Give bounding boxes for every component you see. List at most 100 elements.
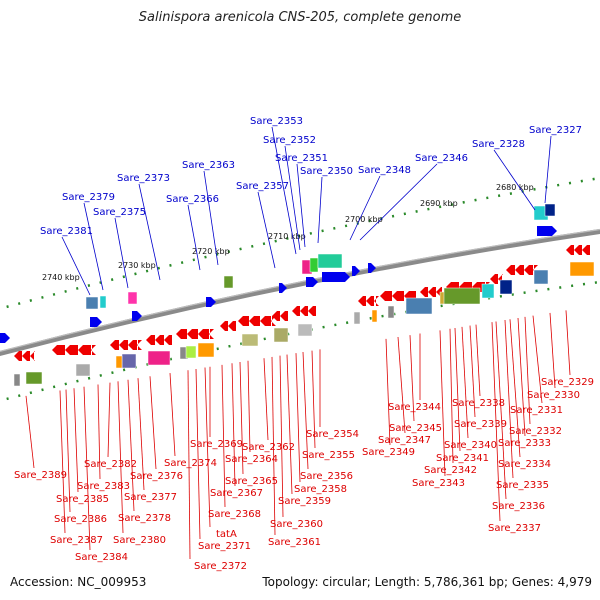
lower-label-leader — [149, 376, 157, 470]
feature-block — [297, 323, 313, 337]
lower-gene-label: Sare_2371 — [198, 541, 251, 552]
feature-block — [197, 342, 215, 358]
reverse-gene-arrow — [292, 306, 300, 316]
reverse-gene-arrow — [380, 291, 392, 301]
lower-label-leader — [25, 395, 35, 469]
lower-label-leader — [397, 336, 406, 434]
feature-block — [569, 261, 595, 277]
lower-gene-label: Sare_2331 — [510, 405, 563, 416]
reverse-gene-arrow — [420, 287, 428, 297]
upper-gene-label: Sare_2373 — [117, 173, 170, 184]
lower-gene-label: Sare_2335 — [496, 480, 549, 491]
lower-label-leader — [239, 361, 244, 475]
lower-label-leaders — [25, 310, 571, 560]
upper-gene-label: Sare_2375 — [93, 207, 146, 218]
feature-block — [75, 363, 91, 377]
reverse-gene-arrow — [110, 340, 119, 350]
lower-label-leader — [475, 324, 481, 397]
feature-block — [25, 371, 43, 385]
upper-label-leader — [284, 145, 301, 251]
lower-label-leader — [449, 328, 454, 464]
reverse-gene-arrow — [30, 351, 35, 361]
reverse-gene-arrow — [238, 316, 249, 326]
reverse-gene-arrow — [280, 311, 288, 321]
feature-block — [223, 275, 234, 289]
lower-gene-label: Sare_2344 — [388, 402, 441, 413]
lower-gene-label: Sare_2342 — [424, 465, 477, 476]
feature-block — [115, 355, 123, 369]
lower-gene-label: Sare_2383 — [77, 481, 130, 492]
forward-gene-arrow — [352, 266, 360, 276]
feature-block — [317, 253, 343, 269]
lower-gene-label: Sare_2367 — [210, 488, 263, 499]
upper-gene-label: Sare_2328 — [472, 139, 525, 150]
reverse-gene-arrow — [366, 296, 374, 306]
feature-block — [127, 291, 138, 305]
upper-gene-label: Sare_2327 — [529, 125, 582, 136]
scale-label: 2690 kbp — [420, 199, 458, 208]
reverse-gene-arrow — [14, 351, 22, 361]
forward-tick-track — [0, 176, 600, 310]
upper-label-leader — [61, 236, 91, 296]
feature-block — [85, 296, 99, 310]
reverse-gene-arrow — [164, 335, 172, 345]
forward-gene-arrow — [537, 226, 557, 236]
scale-label: 2700 kbp — [345, 215, 383, 224]
upper-label-leaders — [61, 126, 552, 296]
upper-label-leader — [83, 202, 104, 291]
lower-label-leader — [495, 321, 507, 500]
forward-gene-arrow — [322, 272, 350, 282]
accession-text: Accession: NC_009953 — [10, 575, 147, 589]
lower-gene-label: Sare_2377 — [124, 492, 177, 503]
lower-gene-label: Sare_2361 — [268, 537, 321, 548]
lower-label-leader — [195, 368, 201, 540]
reverse-gene-arrow — [119, 340, 128, 350]
lower-label-leader — [461, 326, 469, 439]
feature-block — [309, 257, 319, 273]
lower-label-leader — [231, 363, 236, 487]
reverse-gene-arrow — [146, 335, 155, 345]
lower-label-leader — [204, 367, 211, 528]
lower-label-leader — [509, 319, 521, 458]
lower-gene-label: Sare_2332 — [509, 426, 562, 437]
lower-label-leader — [65, 389, 71, 513]
map-title: Salinispora arenicola CNS-205, complete … — [138, 10, 462, 25]
feature-blocks — [13, 203, 595, 387]
lower-label-leader — [532, 315, 543, 404]
lower-gene-label: Sare_2341 — [436, 453, 489, 464]
reverse-gene-arrow — [137, 340, 142, 350]
upper-label-leader — [544, 135, 552, 204]
reverse-gene-arrow — [91, 345, 96, 355]
reverse-gene-arrow — [198, 329, 209, 339]
forward-gene-arrow — [206, 297, 216, 307]
lower-label-leader — [565, 310, 571, 376]
reverse-gene-arrow — [271, 316, 276, 326]
lower-gene-label: Sare_2360 — [270, 519, 323, 530]
lower-label-leader — [97, 384, 101, 480]
lower-gene-label: Sare_2330 — [527, 390, 580, 401]
reverse-gene-arrow — [155, 335, 164, 345]
reverse-gene-arrow — [582, 245, 590, 255]
upper-label-leader — [138, 183, 161, 281]
reverse-gene-arrow — [374, 296, 379, 306]
lower-gene-label: Sare_2343 — [412, 478, 465, 489]
feature-block — [533, 269, 549, 285]
lower-gene-label: Sare_2384 — [75, 552, 128, 563]
lower-label-leader — [311, 350, 316, 449]
upper-gene-label: Sare_2346 — [415, 153, 468, 164]
upper-gene-label: Sare_2379 — [62, 192, 115, 203]
upper-gene-label: Sare_2351 — [275, 153, 328, 164]
upper-gene-label: Sare_2381 — [40, 226, 93, 237]
reverse-gene-arrow — [392, 291, 404, 301]
upper-label-leader — [187, 204, 201, 271]
reverse-gene-arrow — [128, 340, 137, 350]
lower-label-leader — [409, 335, 415, 422]
upper-gene-label: Sare_2348 — [358, 165, 411, 176]
lower-gene-label: Sare_2339 — [454, 419, 507, 430]
lower-gene-label: Sare_2333 — [498, 438, 551, 449]
reverse-gene-arrow — [78, 345, 91, 355]
reverse-gene-arrow — [524, 265, 533, 275]
lower-label-leader — [247, 360, 251, 453]
lower-label-leader — [295, 353, 301, 483]
lower-label-leader — [127, 379, 135, 512]
